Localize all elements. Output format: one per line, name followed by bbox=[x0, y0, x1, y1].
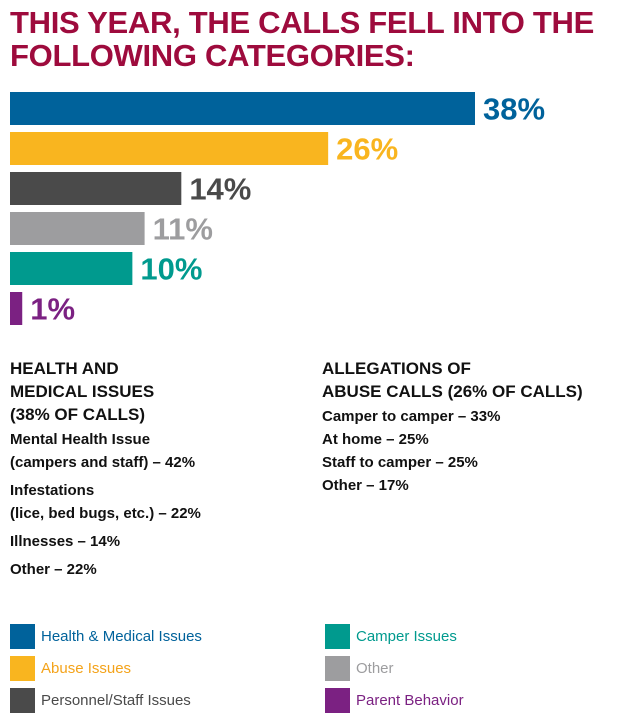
abuse-allegations-breakdown: ALLEGATIONS OF ABUSE CALLS (26% OF CALLS… bbox=[322, 357, 612, 497]
legend-swatch-icon bbox=[325, 624, 350, 649]
legend-label: Health & Medical Issues bbox=[41, 628, 202, 645]
legend-swatch-icon bbox=[10, 624, 35, 649]
health-item-line: Infestations bbox=[10, 482, 95, 499]
chart-title: THIS YEAR, THE CALLS FELL INTO THE FOLLO… bbox=[10, 6, 610, 72]
health-item-other: Other – 22% bbox=[10, 558, 300, 581]
health-item-mental-health: Mental Health Issue (campers and staff) … bbox=[10, 428, 300, 474]
health-medical-breakdown: HEALTH AND MEDICAL ISSUES (38% OF CALLS)… bbox=[10, 357, 300, 586]
health-heading-line-3: (38% OF CALLS) bbox=[10, 405, 146, 424]
chart-title-line-2: FOLLOWING CATEGORIES: bbox=[10, 38, 415, 73]
legend-item-camper-issues: Camper Issues bbox=[325, 624, 457, 649]
bar-value-label-other: 11% bbox=[153, 212, 213, 247]
health-item-infestations: Infestations (lice, bed bugs, etc.) – 22… bbox=[10, 479, 300, 525]
legend-item-health-medical-issues: Health & Medical Issues bbox=[10, 624, 202, 649]
bar-abuse-issues bbox=[10, 132, 329, 165]
bar-personnel-staff-issues bbox=[10, 172, 182, 205]
abuse-heading-line-1: ALLEGATIONS OF bbox=[322, 359, 471, 378]
bar-value-label-personnel-staff-issues: 14% bbox=[189, 172, 251, 207]
abuse-heading-line-2: ABUSE CALLS (26% OF CALLS) bbox=[322, 382, 583, 401]
health-item-line: (lice, bed bugs, etc.) – 22% bbox=[10, 505, 201, 522]
legend-item-other: Other bbox=[325, 656, 394, 681]
legend-label: Abuse Issues bbox=[41, 660, 132, 677]
legend-swatch-icon bbox=[325, 656, 350, 681]
bar-health-medical-issues bbox=[10, 92, 475, 125]
legend-label: Other bbox=[356, 660, 394, 677]
bar-value-label-health-medical-issues: 38% bbox=[483, 92, 545, 127]
bar-parent-behavior bbox=[10, 292, 23, 325]
legend-label: Parent Behavior bbox=[356, 692, 464, 709]
legend-label: Personnel/Staff Issues bbox=[41, 692, 191, 709]
legend-swatch-icon bbox=[325, 688, 350, 713]
health-item-line: Mental Health Issue bbox=[10, 431, 151, 448]
chart-legend: Health & Medical Issues Abuse Issues Perso… bbox=[10, 624, 610, 724]
health-heading-line-2: MEDICAL ISSUES bbox=[10, 382, 155, 401]
bar-chart: 38% 26% 14% 11% 10% 1% bbox=[10, 92, 545, 327]
abuse-item-camper-to-camper: Camper to camper – 33% bbox=[322, 408, 501, 425]
bar-value-label-abuse-issues: 26% bbox=[336, 132, 398, 167]
legend-swatch-icon bbox=[10, 688, 35, 713]
chart-title-line-1: THIS YEAR, THE CALLS FELL INTO THE bbox=[10, 5, 595, 40]
health-item-line: Other – 22% bbox=[10, 561, 97, 578]
health-item-line: Illnesses – 14% bbox=[10, 533, 121, 550]
bar-other bbox=[10, 212, 145, 245]
health-heading-line-1: HEALTH AND bbox=[10, 359, 119, 378]
health-item-illnesses: Illnesses – 14% bbox=[10, 530, 300, 553]
legend-item-parent-behavior: Parent Behavior bbox=[325, 688, 464, 713]
legend-label: Camper Issues bbox=[356, 628, 457, 645]
health-medical-heading: HEALTH AND MEDICAL ISSUES (38% OF CALLS) bbox=[10, 357, 300, 426]
health-item-line: (campers and staff) – 42% bbox=[10, 454, 196, 471]
abuse-item-at-home: At home – 25% bbox=[322, 431, 429, 448]
bar-camper-issues bbox=[10, 252, 133, 285]
abuse-item-other: Other – 17% bbox=[322, 477, 409, 494]
abuse-heading: ALLEGATIONS OF ABUSE CALLS (26% OF CALLS… bbox=[322, 357, 612, 403]
bar-value-label-camper-issues: 10% bbox=[140, 252, 202, 287]
legend-item-abuse-issues: Abuse Issues bbox=[10, 656, 131, 681]
legend-item-personnel-staff-issues: Personnel/Staff Issues bbox=[10, 688, 191, 713]
legend-swatch-icon bbox=[10, 656, 35, 681]
bar-value-label-parent-behavior: 1% bbox=[30, 292, 75, 327]
abuse-item-staff-to-camper: Staff to camper – 25% bbox=[322, 454, 478, 471]
